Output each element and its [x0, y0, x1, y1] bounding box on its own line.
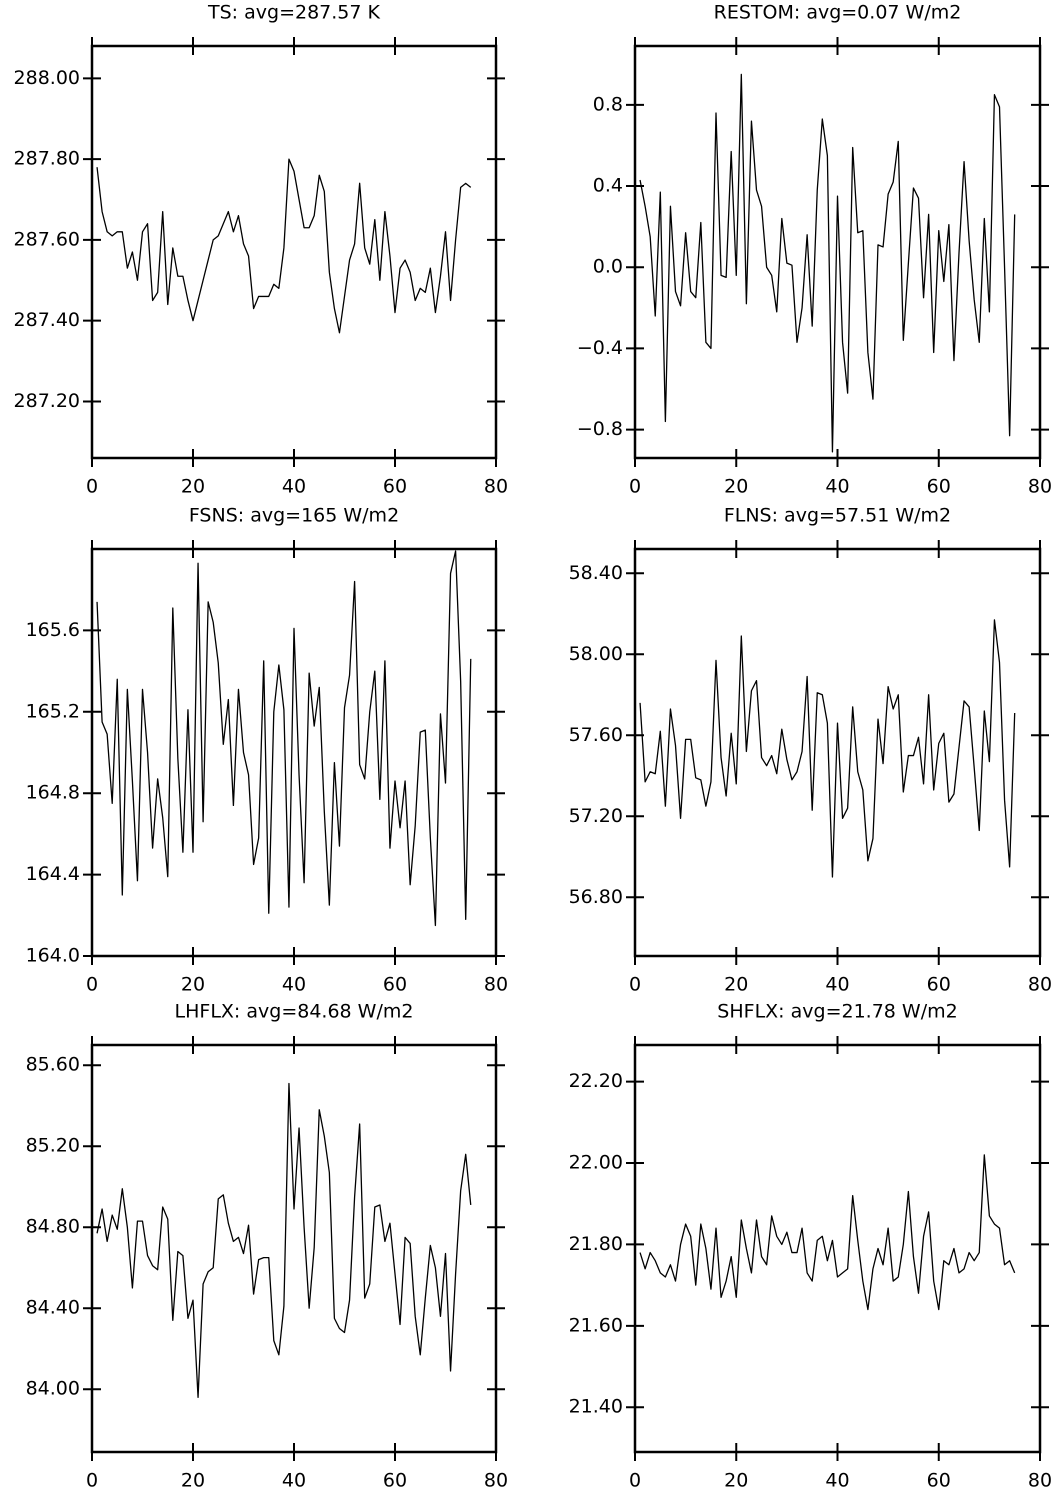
y-tick-label: 164.8: [26, 782, 80, 804]
y-tick-label: 85.60: [26, 1054, 80, 1076]
x-tick-label: 0: [629, 974, 641, 996]
y-tick-label: 287.80: [14, 148, 80, 170]
plot-frame: [90, 1043, 498, 1454]
x-tick-label: 20: [181, 476, 205, 498]
x-tick-label: 80: [1028, 974, 1052, 996]
data-line: [639, 73, 1016, 453]
x-tick-label: 80: [484, 1470, 508, 1492]
y-tick-label: 58.00: [569, 643, 623, 665]
y-tick-label: 85.20: [26, 1135, 80, 1157]
y-tick-label: 21.80: [569, 1233, 623, 1255]
data-line: [639, 619, 1016, 878]
x-tick-label: 20: [724, 476, 748, 498]
x-tick-label: 60: [383, 476, 407, 498]
y-tick-label: 57.60: [569, 724, 623, 746]
chart-title: RESTOM: avg=0.07 W/m2: [714, 2, 962, 24]
y-tick-label: −0.8: [577, 418, 623, 440]
plot-frame: [633, 547, 1042, 958]
data-line: [639, 1154, 1016, 1311]
chart-title: TS: avg=287.57 K: [207, 2, 380, 24]
y-tick-label: 56.80: [569, 886, 623, 908]
x-tick-label: 60: [383, 1470, 407, 1492]
x-tick-label: 0: [629, 1470, 641, 1492]
y-tick-label: 84.40: [26, 1297, 80, 1319]
x-tick-label: 60: [927, 974, 951, 996]
x-tick-label: 80: [484, 476, 508, 498]
x-tick-label: 0: [86, 1470, 98, 1492]
y-tick-label: 22.20: [569, 1070, 623, 1092]
y-tick-label: 0.8: [593, 93, 623, 115]
x-tick-label: 40: [282, 974, 306, 996]
y-tick-label: 21.60: [569, 1314, 623, 1336]
x-tick-label: 20: [724, 1470, 748, 1492]
y-tick-label: 58.40: [569, 562, 623, 584]
x-tick-label: 60: [927, 476, 951, 498]
plot-frame: [90, 44, 498, 460]
plot-frame: [90, 547, 498, 958]
chart-title: SHFLX: avg=21.78 W/m2: [717, 1001, 957, 1023]
chart-title: FLNS: avg=57.51 W/m2: [724, 505, 951, 527]
x-tick-label: 40: [825, 974, 849, 996]
y-tick-label: 287.40: [14, 309, 80, 331]
chart-title: LHFLX: avg=84.68 W/m2: [175, 1001, 414, 1023]
x-tick-label: 60: [383, 974, 407, 996]
y-tick-label: 164.4: [26, 863, 80, 885]
y-tick-label: 84.00: [26, 1378, 80, 1400]
x-tick-label: 20: [181, 1470, 205, 1492]
x-tick-label: 0: [86, 974, 98, 996]
y-tick-label: 164.0: [26, 945, 80, 967]
y-tick-label: 288.00: [14, 67, 80, 89]
y-tick-label: −0.4: [577, 337, 623, 359]
x-tick-label: 80: [1028, 1470, 1052, 1492]
x-tick-label: 40: [825, 1470, 849, 1492]
data-line: [96, 158, 472, 334]
data-line: [96, 550, 472, 927]
y-tick-label: 165.2: [26, 700, 80, 722]
x-tick-label: 40: [825, 476, 849, 498]
y-tick-label: 84.80: [26, 1216, 80, 1238]
x-tick-label: 60: [927, 1470, 951, 1492]
y-tick-label: 21.40: [569, 1396, 623, 1418]
x-tick-label: 20: [724, 974, 748, 996]
y-tick-label: 0.0: [593, 256, 623, 278]
x-tick-label: 40: [282, 1470, 306, 1492]
y-tick-label: 0.4: [593, 175, 623, 197]
chart-title: FSNS: avg=165 W/m2: [189, 505, 399, 527]
x-tick-label: 0: [86, 476, 98, 498]
y-tick-label: 22.00: [569, 1152, 623, 1174]
x-tick-label: 40: [282, 476, 306, 498]
plot-frame: [633, 44, 1042, 460]
x-tick-label: 80: [484, 974, 508, 996]
y-tick-label: 287.20: [14, 390, 80, 412]
x-tick-label: 0: [629, 476, 641, 498]
plot-frame: [633, 1043, 1042, 1454]
data-line: [96, 1082, 472, 1398]
y-tick-label: 57.20: [569, 805, 623, 827]
x-tick-label: 80: [1028, 476, 1052, 498]
y-tick-label: 165.6: [26, 619, 80, 641]
y-tick-label: 287.60: [14, 228, 80, 250]
x-tick-label: 20: [181, 974, 205, 996]
